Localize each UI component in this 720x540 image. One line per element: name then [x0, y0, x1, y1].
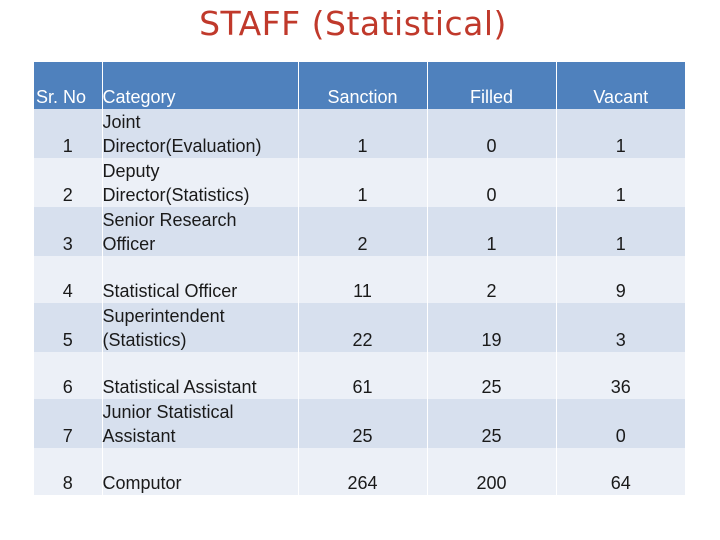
table-row: 1 Joint Director(Evaluation) 1 0 1: [34, 109, 685, 158]
cell-filled: 0: [427, 109, 557, 158]
table-row: 2 Deputy Director(Statistics) 1 0 1: [34, 158, 685, 207]
cell-category: Joint Director(Evaluation): [102, 109, 299, 158]
category-line: Director(Evaluation): [102, 136, 262, 156]
cell-category: Deputy Director(Statistics): [102, 158, 299, 207]
cell-vacant: 3: [615, 330, 626, 350]
cell-category: Statistical Officer: [102, 256, 299, 303]
cell-sanction: 11: [298, 256, 428, 303]
cell-filled: 2: [427, 256, 557, 303]
header-sanction: Sanction: [298, 62, 428, 109]
table-row: 7 Junior Statistical Assistant 25 25 0: [34, 399, 685, 448]
cell-vacant: 1: [615, 136, 626, 156]
header-vacant: Vacant: [556, 62, 685, 109]
cell-filled: 200: [427, 448, 557, 495]
category-line: Junior Statistical: [102, 402, 234, 422]
category-line: Joint: [102, 112, 141, 132]
cell-filled: 1: [427, 207, 557, 256]
table-row: 4 Statistical Officer 11 2 9: [34, 256, 685, 303]
cell-vacant: 36: [610, 377, 631, 397]
cell-vacant: 1: [615, 234, 626, 254]
category-line: Senior Research: [102, 210, 237, 230]
page-title: STAFF (Statistical): [199, 4, 507, 43]
cell-sanction: 61: [298, 352, 428, 399]
cell-filled: 25: [427, 399, 557, 448]
category-line: Superintendent: [102, 306, 225, 326]
cell-sanction: 2: [298, 207, 428, 256]
table-row: 3 Senior Research Officer 2 1 1: [34, 207, 685, 256]
cell-category: Senior Research Officer: [102, 207, 299, 256]
header-filled: Filled: [427, 62, 557, 109]
cell-sr-no: 6: [34, 352, 103, 399]
category-line: Statistical Assistant: [102, 377, 257, 397]
cell-category: Computor: [102, 448, 299, 495]
cell-category: Superintendent (Statistics): [102, 303, 299, 352]
category-line: Officer: [102, 234, 156, 254]
cell-sr-no: 4: [34, 256, 103, 303]
cell-sr-no: 5: [34, 303, 103, 352]
cell-vacant: 0: [615, 426, 626, 446]
table-row: 8 Computor 264 200 64: [34, 448, 685, 495]
cell-sr-no: 8: [34, 448, 103, 495]
category-line: (Statistics): [102, 330, 187, 350]
table-row: 5 Superintendent (Statistics) 22 19 3: [34, 303, 685, 352]
header-category: Category: [102, 62, 299, 109]
cell-filled: 19: [427, 303, 557, 352]
category-line: Assistant: [102, 426, 176, 446]
category-line: Computor: [102, 473, 182, 493]
cell-sanction: 264: [298, 448, 428, 495]
cell-filled: 0: [427, 158, 557, 207]
cell-sr-no: 2: [34, 158, 103, 207]
category-line: Deputy: [102, 161, 160, 181]
cell-category: Junior Statistical Assistant: [102, 399, 299, 448]
table-row: 6 Statistical Assistant 61 25 36: [34, 352, 685, 399]
header-sr-no: Sr. No: [34, 62, 103, 109]
cell-sanction: 25: [298, 399, 428, 448]
cell-vacant: 9: [615, 281, 626, 301]
cell-sanction: 1: [298, 109, 428, 158]
staff-table: Sr. No Category Sanction Filled Vacant 1…: [34, 62, 685, 495]
cell-sr-no: 7: [34, 399, 103, 448]
cell-sanction: 1: [298, 158, 428, 207]
category-line: Director(Statistics): [102, 185, 250, 205]
cell-category: Statistical Assistant: [102, 352, 299, 399]
table-header-row: Sr. No Category Sanction Filled Vacant: [34, 62, 685, 109]
cell-sr-no: 1: [34, 109, 103, 158]
cell-filled: 25: [427, 352, 557, 399]
cell-vacant: 1: [615, 185, 626, 205]
cell-sr-no: 3: [34, 207, 103, 256]
category-line: Statistical Officer: [102, 281, 238, 301]
cell-vacant: 64: [610, 473, 631, 493]
cell-sanction: 22: [298, 303, 428, 352]
